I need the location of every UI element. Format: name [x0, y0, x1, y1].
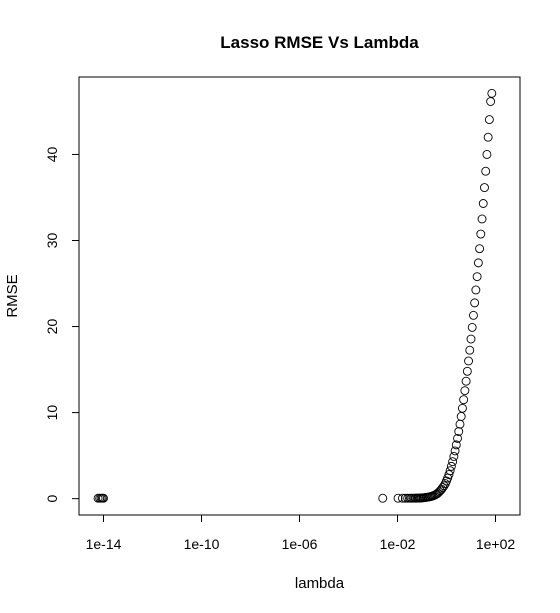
- data-point: [460, 386, 470, 396]
- x-axis: 1e-14 1e-10 1e-06 1e-02 1e+02: [86, 514, 516, 552]
- data-point: [99, 493, 108, 503]
- data-point: [450, 446, 460, 456]
- y-tick-label: 40: [44, 146, 60, 162]
- y-tick-label: 10: [44, 405, 60, 421]
- y-axis: 0 10 20 30 40: [44, 146, 80, 503]
- data-point: [464, 356, 473, 366]
- data-point: [471, 285, 481, 295]
- data-point: [449, 452, 459, 461]
- data-point: [445, 466, 455, 476]
- data-point: [483, 132, 493, 142]
- data-point: [398, 493, 407, 503]
- data-point: [451, 440, 461, 450]
- data-point: [446, 461, 456, 471]
- x-tick-label: 1e-10: [184, 536, 220, 552]
- data-point: [487, 88, 497, 98]
- data-points: [93, 88, 497, 503]
- y-tick-label: 20: [44, 319, 60, 335]
- data-point: [475, 244, 485, 254]
- data-point: [470, 298, 480, 308]
- data-point: [480, 183, 489, 193]
- y-tick-label: 30: [44, 232, 60, 248]
- data-point: [393, 493, 403, 503]
- plot-frame: [78, 76, 521, 516]
- data-point: [481, 166, 491, 176]
- data-point: [453, 433, 462, 443]
- data-point: [459, 395, 469, 405]
- x-tick-label: 1e-06: [282, 536, 318, 552]
- x-tick-label: 1e-14: [86, 536, 122, 552]
- data-point: [444, 470, 454, 480]
- chart-title: Lasso RMSE Vs Lambda: [220, 33, 419, 52]
- data-point: [478, 199, 488, 208]
- data-point: [482, 149, 492, 159]
- data-point: [455, 419, 465, 429]
- data-point: [457, 403, 467, 413]
- data-point: [439, 481, 449, 491]
- data-point: [466, 334, 476, 344]
- y-tick-label: 0: [44, 495, 60, 503]
- data-point: [472, 272, 482, 282]
- x-axis-label: lambda: [295, 575, 345, 592]
- data-point: [454, 427, 464, 436]
- data-point: [477, 214, 487, 224]
- data-point: [461, 376, 471, 386]
- data-point: [456, 412, 466, 421]
- data-point: [469, 310, 478, 320]
- x-tick-label: 1e+02: [476, 536, 516, 552]
- data-point: [473, 258, 483, 268]
- data-point: [400, 493, 410, 503]
- data-point: [448, 457, 458, 467]
- data-point: [378, 493, 388, 503]
- data-point: [465, 345, 475, 355]
- data-point: [484, 115, 494, 125]
- data-point: [462, 366, 472, 376]
- x-tick-label: 1e-02: [380, 536, 416, 552]
- y-axis-label: RMSE: [4, 274, 21, 317]
- data-point: [476, 229, 486, 239]
- data-point: [467, 322, 477, 332]
- data-point: [486, 97, 496, 106]
